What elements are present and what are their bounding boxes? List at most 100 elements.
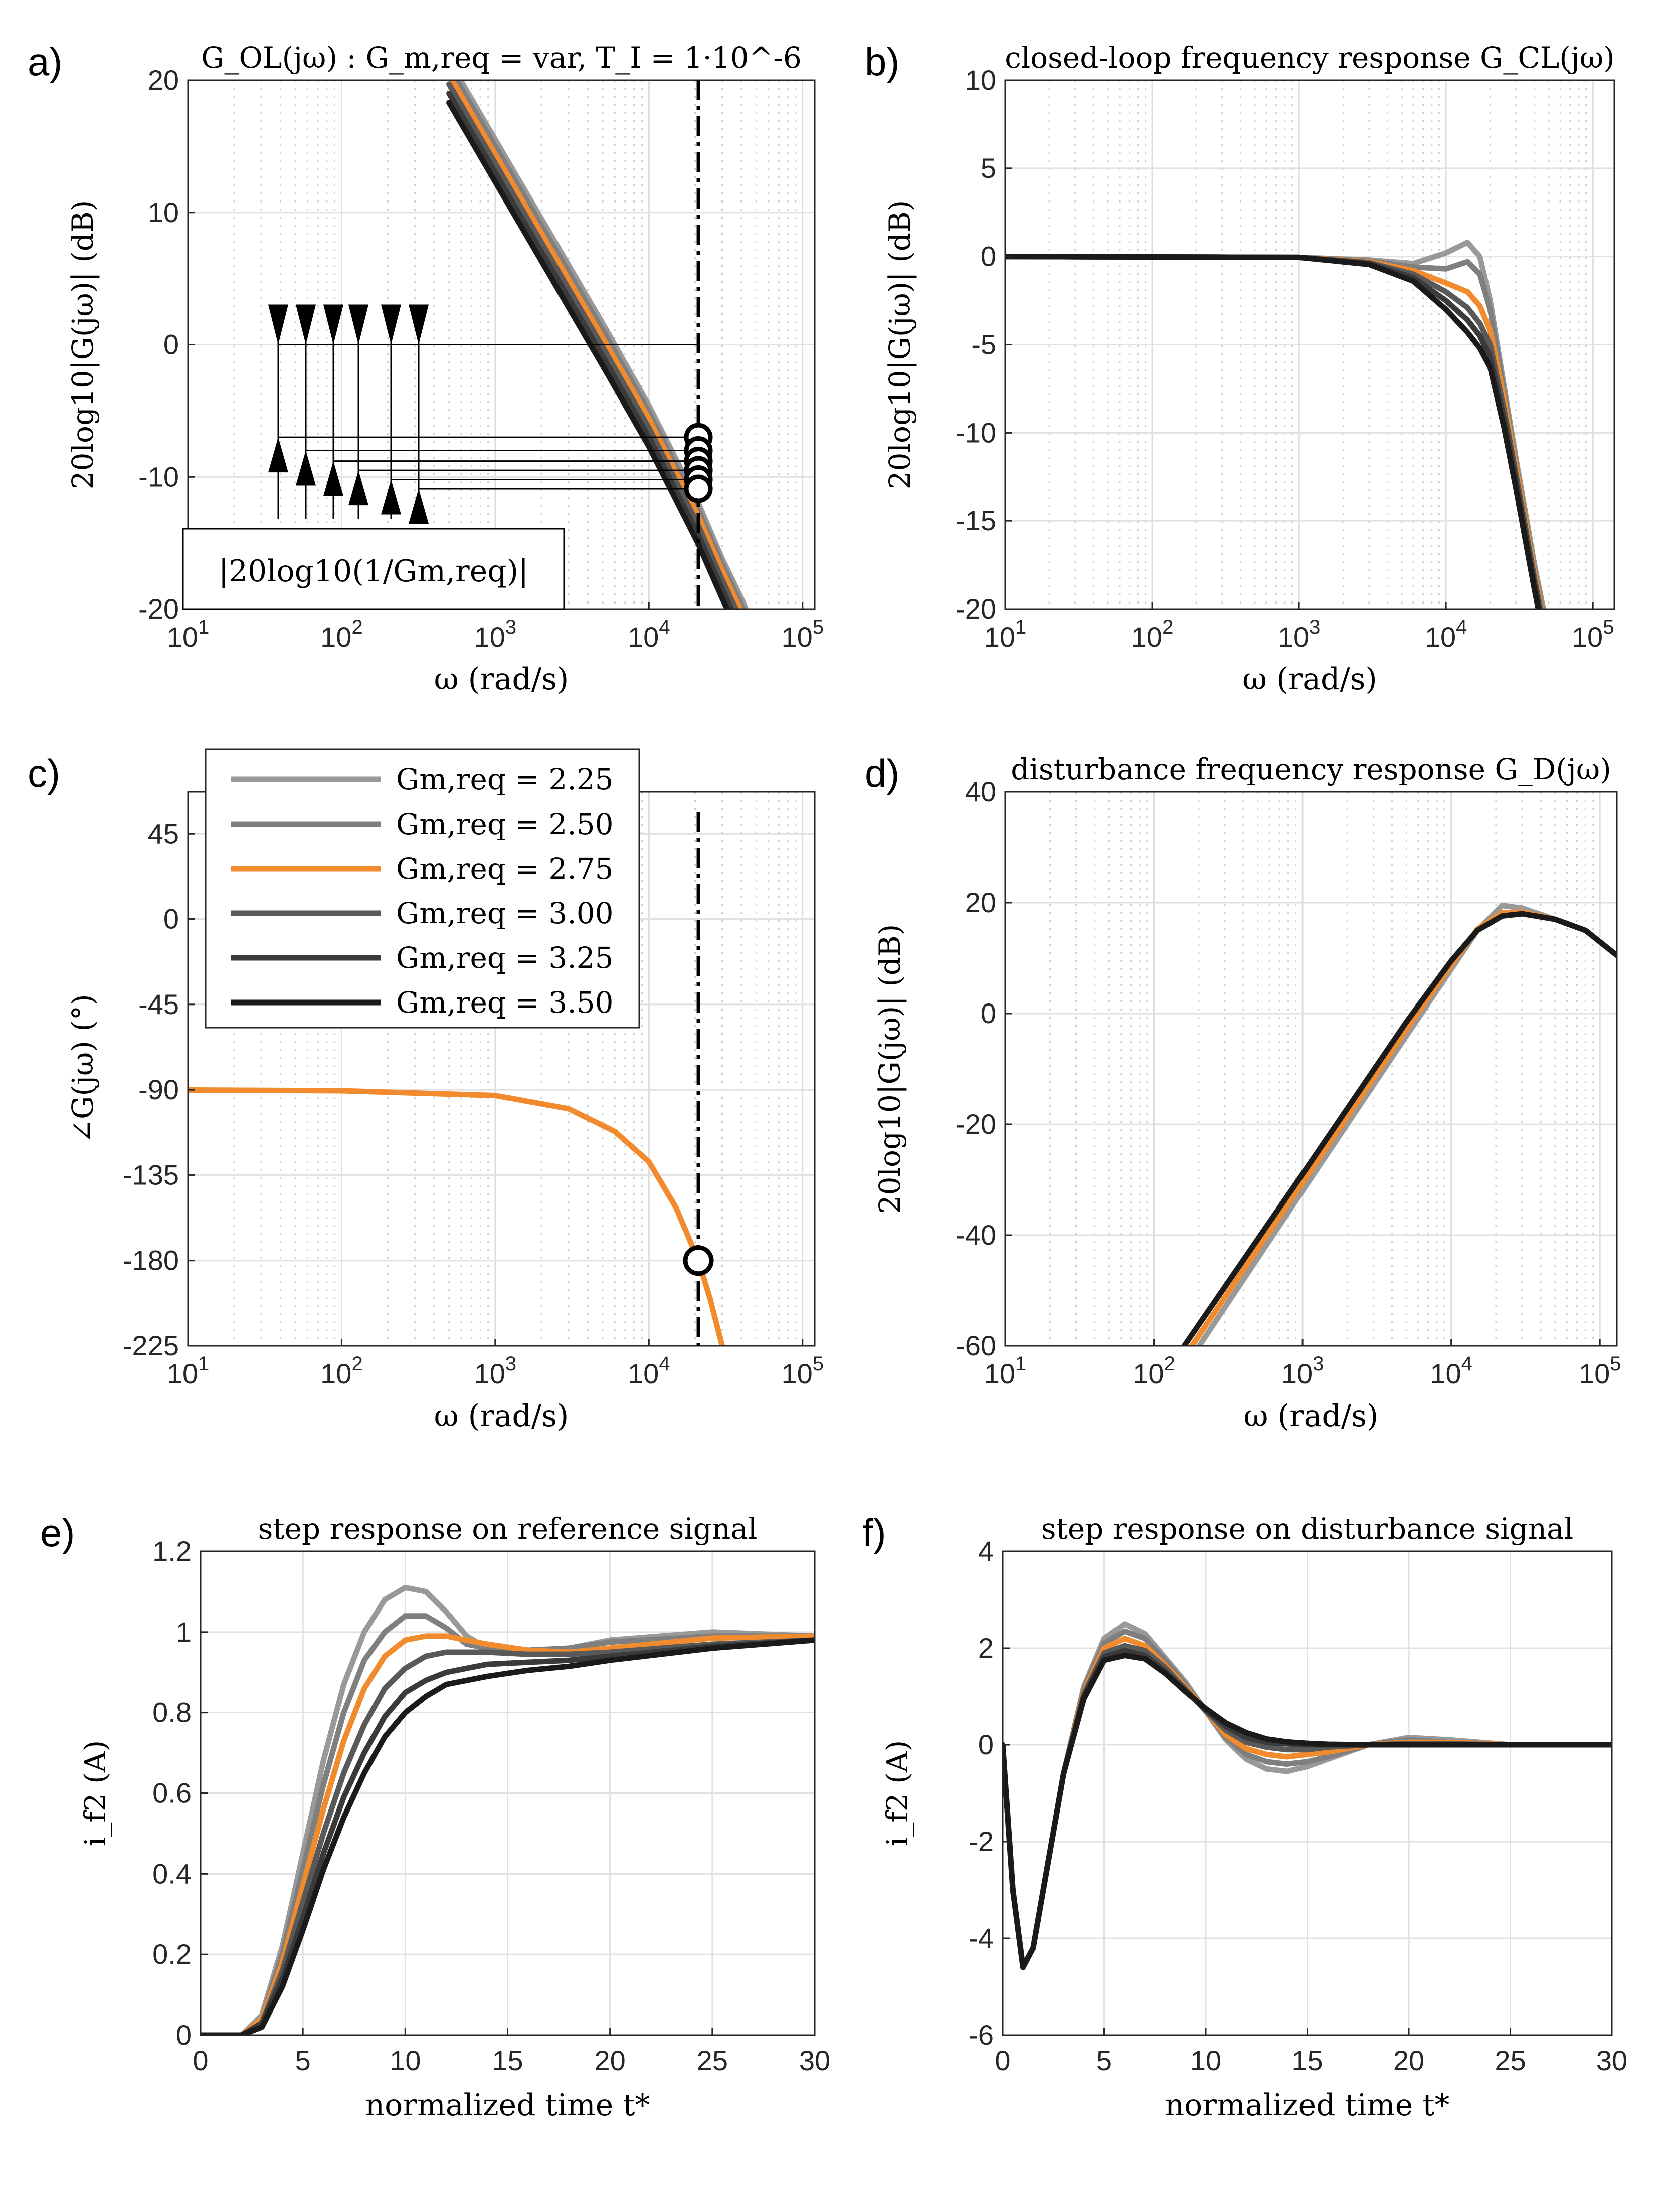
series-line	[201, 1637, 815, 2035]
x-tick-label: 102	[1133, 1353, 1175, 1389]
y-tick-label: -20	[138, 593, 179, 625]
series-line	[446, 81, 739, 609]
x-tick-label: 25	[1495, 2045, 1526, 2076]
arrow-head-down	[381, 304, 401, 345]
x-tick-label: 105	[781, 616, 824, 653]
legend-box	[205, 748, 640, 1029]
axes-box	[1004, 791, 1618, 1347]
x-tick-label: 102	[320, 616, 363, 653]
x-tick-label: 15	[1291, 2045, 1323, 2076]
y-tick-label: 0	[978, 1729, 994, 1760]
x-axis-label: normalized time t*	[365, 2088, 650, 2123]
y-tick-label: -40	[956, 1219, 996, 1251]
x-tick-label: 101	[167, 1353, 210, 1389]
panel-letter: b)	[865, 40, 899, 84]
series-line	[1005, 254, 1544, 609]
legend-label: Gm,req = 3.00	[396, 896, 614, 930]
series-line	[446, 100, 730, 609]
legend-label: Gm,req = 2.50	[396, 807, 614, 841]
series-line	[1196, 903, 1617, 1346]
series-group	[446, 80, 749, 609]
legend-label: Gm,req = 2.25	[396, 762, 614, 796]
y-tick-label: 0.8	[152, 1697, 192, 1728]
x-tick-label: 103	[1278, 616, 1321, 653]
annotation-text: |20log10(1/Gm,req)|	[219, 554, 529, 589]
arrow-head-down	[409, 304, 429, 345]
x-tick-label: 30	[1596, 2045, 1627, 2076]
y-tick-label: -15	[956, 505, 996, 536]
y-tick-label: 0.4	[152, 1858, 192, 1889]
y-tick-label: -60	[956, 1330, 996, 1361]
y-tick-label: -225	[123, 1330, 179, 1361]
panel-b: -20 -15 -10 -5 0 5 10 101 102 103 104 105 b) closed-l…	[865, 40, 1615, 697]
series-line	[1188, 909, 1617, 1346]
y-tick-label: 10	[148, 196, 179, 228]
x-axis-label: ω (rad/s)	[434, 662, 569, 697]
x-tick-label: 105	[781, 1353, 824, 1389]
annotation-box	[182, 528, 565, 610]
series-group	[1005, 240, 1546, 609]
y-tick-label: 45	[148, 818, 179, 849]
y-axis-label: ∠G(jω) (°)	[66, 994, 100, 1143]
arrow-head-up	[323, 461, 343, 496]
arrow-head-down	[348, 304, 368, 345]
x-tick-label: 104	[628, 616, 670, 653]
y-tick-label: 1.2	[152, 1535, 192, 1567]
y-tick-label: -2	[969, 1826, 994, 1857]
arrow-head-down	[323, 304, 343, 345]
y-tick-label: -90	[138, 1074, 179, 1105]
x-tick-label: 104	[1430, 1353, 1472, 1389]
y-tick-label: -20	[956, 1108, 996, 1140]
x-tick-label: 101	[167, 616, 210, 653]
panel-letter: d)	[865, 751, 899, 795]
legend-label: Gm,req = 3.25	[396, 941, 614, 975]
x-tick-label: 5	[295, 2045, 311, 2076]
y-tick-label: 0	[981, 241, 996, 272]
x-axis-label: ω (rad/s)	[1242, 662, 1377, 697]
y-tick-label: 40	[965, 776, 996, 808]
y-tick-label: -45	[138, 988, 179, 1020]
series-group	[1003, 1621, 1612, 1970]
chart-title: step response on disturbance signal	[1041, 1512, 1573, 1546]
x-tick-label: 0	[995, 2045, 1010, 2076]
x-tick-label: 0	[193, 2045, 208, 2076]
x-axis-label: normalized time t*	[1165, 2088, 1450, 2123]
y-tick-label: -135	[123, 1159, 179, 1190]
y-tick-label: -4	[969, 1922, 994, 1954]
y-axis-label: 20log10|G(jω)| (dB)	[66, 200, 100, 490]
series-line	[1003, 1653, 1612, 1970]
series-line	[1005, 240, 1546, 609]
y-tick-label: 0	[176, 2019, 192, 2051]
x-tick-label: 15	[492, 2045, 523, 2076]
series-group	[201, 1584, 815, 2035]
panel-letter: a)	[28, 40, 62, 84]
y-tick-label: 0	[981, 997, 996, 1029]
gain-margin-marker	[684, 474, 713, 503]
series-line	[188, 1087, 725, 1346]
chart-title: step response on reference signal	[258, 1512, 758, 1546]
legend-label: Gm,req = 3.50	[396, 985, 614, 1020]
x-tick-label: 10	[1190, 2045, 1221, 2076]
panel-c: -225 -180 -135 -90 -45 0 45 101 102 103 104 105 c) ω …	[28, 748, 824, 1434]
x-tick-label: 102	[320, 1353, 363, 1389]
y-tick-label: 0	[163, 329, 179, 360]
y-tick-label: 2	[978, 1632, 994, 1664]
arrow-head-up	[268, 437, 288, 473]
x-tick-label: 105	[1579, 1353, 1621, 1389]
y-tick-label: -10	[956, 417, 996, 448]
x-tick-label: 103	[474, 616, 517, 653]
panel-f: -6 -4 -2 0 2 4 0 5 10 15 20 25 30 f) step response on …	[862, 1511, 1627, 2123]
x-axis-label: ω (rad/s)	[434, 1398, 569, 1434]
panel-letter: f)	[862, 1511, 886, 1555]
phase-margin-marker	[683, 1245, 714, 1276]
arrow-head-up	[381, 479, 401, 515]
x-tick-label: 10	[390, 2045, 421, 2076]
y-tick-label: -10	[138, 461, 179, 492]
y-tick-label: 10	[965, 64, 996, 96]
y-axis-label: i_f2 (A)	[880, 1740, 914, 1847]
y-tick-label: 20	[965, 887, 996, 918]
x-tick-label: 25	[697, 2045, 728, 2076]
chart-title: disturbance frequency response G_D(jω)	[1011, 752, 1611, 786]
series-line	[1005, 254, 1542, 609]
x-axis-label: ω (rad/s)	[1244, 1398, 1379, 1434]
